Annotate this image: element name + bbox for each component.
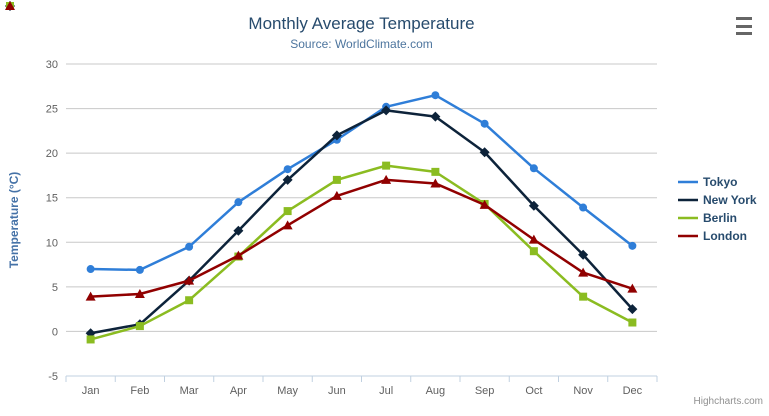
export-menu-button[interactable]: [734, 17, 754, 35]
y-axis-label: 5: [52, 282, 58, 294]
series-marker-berlin[interactable]: [529, 247, 538, 256]
series-marker-tokyo[interactable]: [86, 265, 95, 274]
series-marker-berlin[interactable]: [382, 161, 391, 170]
series-marker-london[interactable]: [430, 178, 441, 188]
series-marker-new-york[interactable]: [627, 304, 638, 315]
y-axis-label: 25: [46, 104, 58, 116]
series-marker-new-york[interactable]: [233, 225, 244, 236]
series-marker-london[interactable]: [134, 288, 145, 298]
x-axis-label: Dec: [623, 385, 643, 397]
series-marker-berlin[interactable]: [332, 175, 341, 184]
x-axis-label: Apr: [230, 385, 247, 397]
legend-item-berlin[interactable]: Berlin: [678, 209, 757, 227]
x-axis-label: Oct: [525, 385, 542, 397]
legend-item-london[interactable]: London: [678, 227, 757, 245]
series-marker-tokyo[interactable]: [283, 165, 292, 174]
series-marker-london[interactable]: [627, 283, 638, 293]
x-axis-label: Mar: [180, 385, 199, 397]
legend-marker-london[interactable]: [5, 1, 15, 10]
series-marker-new-york[interactable]: [381, 105, 392, 116]
triangle-legend-icon: [678, 234, 698, 238]
circle-legend-icon: [678, 180, 698, 184]
credits-link[interactable]: Highcharts.com: [693, 396, 763, 407]
legend-item-tokyo[interactable]: Tokyo: [678, 173, 757, 191]
legend: Tokyo New York Berlin London: [678, 173, 757, 245]
series-marker-london[interactable]: [331, 190, 342, 200]
series-marker-tokyo[interactable]: [529, 164, 538, 173]
x-axis-label: Nov: [573, 385, 593, 397]
series-marker-new-york[interactable]: [282, 174, 293, 185]
y-axis-label: 30: [46, 59, 58, 71]
series-marker-new-york[interactable]: [479, 147, 490, 158]
series-marker-berlin[interactable]: [86, 335, 95, 344]
series-marker-london[interactable]: [528, 234, 539, 244]
series-marker-berlin[interactable]: [628, 318, 637, 327]
series-marker-london[interactable]: [233, 250, 244, 260]
series-marker-tokyo[interactable]: [234, 198, 243, 207]
diamond-legend-icon: [678, 198, 698, 202]
y-axis-label: 20: [46, 148, 58, 160]
y-axis-title: Temperature (°C): [7, 171, 21, 269]
series-line-new-york[interactable]: [89, 109, 634, 335]
series-marker-tokyo[interactable]: [480, 119, 489, 128]
legend-item-new-york[interactable]: New York: [678, 191, 757, 209]
series-marker-tokyo[interactable]: [135, 265, 144, 274]
series-marker-new-york[interactable]: [430, 111, 441, 122]
legend-label: Tokyo: [703, 175, 738, 189]
series-marker-tokyo[interactable]: [628, 241, 637, 250]
x-axis-label: Jun: [328, 385, 346, 397]
series-marker-berlin[interactable]: [431, 167, 440, 176]
chart-title: Monthly Average Temperature: [248, 14, 475, 33]
hamburger-icon: [736, 32, 752, 35]
x-axis-label: May: [277, 385, 298, 397]
legend-label: New York: [703, 193, 757, 207]
series-marker-berlin[interactable]: [283, 207, 292, 216]
x-axis-label: Feb: [130, 385, 149, 397]
series-line-berlin[interactable]: [89, 164, 634, 341]
legend-label: Berlin: [703, 211, 738, 225]
y-axis-label: -5: [48, 371, 58, 383]
series-marker-london[interactable]: [85, 291, 96, 301]
hamburger-icon: [736, 17, 752, 20]
square-legend-icon: [678, 216, 698, 220]
series-marker-berlin[interactable]: [579, 292, 588, 301]
series-marker-london[interactable]: [578, 267, 589, 277]
series-marker-london[interactable]: [381, 174, 392, 184]
series-marker-london[interactable]: [184, 275, 195, 285]
series-marker-new-york[interactable]: [528, 200, 539, 211]
series-marker-tokyo[interactable]: [431, 91, 440, 100]
legend-label: London: [703, 229, 747, 243]
hamburger-icon: [736, 24, 752, 28]
series-marker-london[interactable]: [282, 220, 293, 230]
series-marker-london[interactable]: [479, 199, 490, 209]
chart-subtitle: Source: WorldClimate.com: [290, 37, 433, 51]
y-axis-label: 10: [46, 237, 58, 249]
series-marker-new-york[interactable]: [578, 249, 589, 260]
series-marker-berlin[interactable]: [185, 296, 194, 305]
series-marker-new-york[interactable]: [331, 130, 342, 141]
x-axis-label: Jan: [82, 385, 100, 397]
series-marker-berlin[interactable]: [135, 322, 144, 331]
y-axis-label: 0: [52, 326, 58, 338]
x-axis-label: Jul: [379, 385, 393, 397]
series-marker-tokyo[interactable]: [579, 203, 588, 212]
x-axis-label: Sep: [475, 385, 495, 397]
series-line-london[interactable]: [89, 178, 634, 298]
y-axis-label: 15: [46, 193, 58, 205]
series-line-tokyo[interactable]: [89, 93, 634, 272]
series-marker-tokyo[interactable]: [185, 242, 194, 251]
x-axis-label: Aug: [426, 385, 446, 397]
